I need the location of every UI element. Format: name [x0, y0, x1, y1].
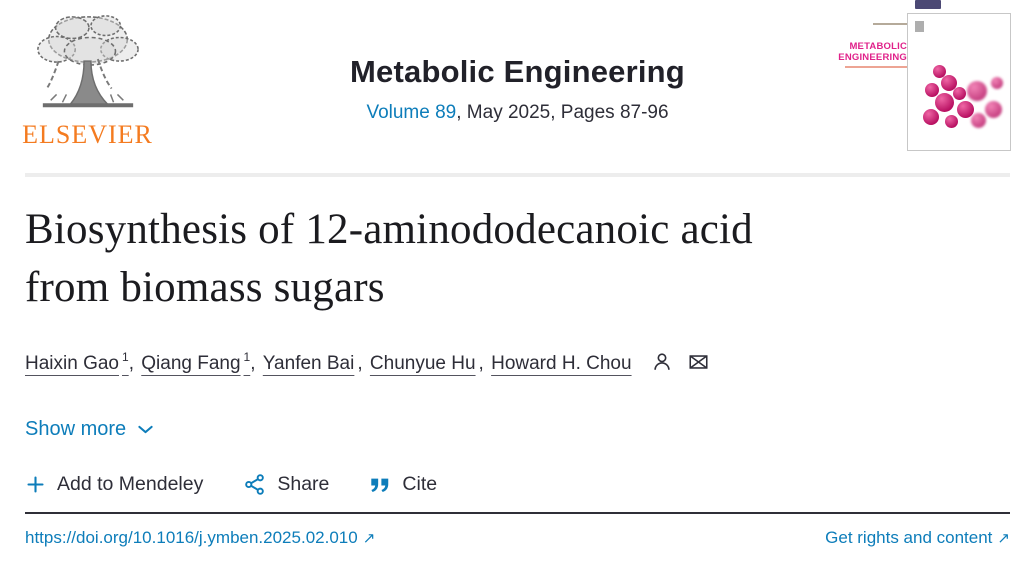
author: Yanfen Bai, — [263, 353, 370, 374]
author-name: Haixin Gao — [25, 352, 119, 374]
author-name: Yanfen Bai — [262, 352, 355, 374]
plus-icon — [27, 476, 44, 493]
volume-issue-line: Volume 89, May 2025, Pages 87-96 — [350, 102, 685, 124]
author: Haixin Gao 1, — [25, 350, 141, 374]
author-email-button[interactable] — [687, 351, 710, 376]
author-separator: , — [478, 352, 490, 374]
rights-and-content-link[interactable]: Get rights and content ↗ — [825, 528, 1010, 548]
issue-details: , May 2025, Pages 87-96 — [456, 102, 669, 123]
volume-link[interactable]: Volume 89 — [366, 102, 457, 123]
footer-divider — [25, 512, 1010, 515]
add-to-mendeley-label: Add to Mendeley — [57, 473, 204, 496]
cite-quote-icon — [371, 478, 389, 492]
author: Howard H. Chou — [491, 353, 636, 374]
share-button[interactable]: Share — [243, 473, 329, 496]
author-link[interactable]: Yanfen Bai — [263, 353, 358, 374]
author-link[interactable]: Haixin Gao 1 — [25, 350, 129, 374]
header-divider — [25, 173, 1010, 177]
journal-title-link[interactable]: Metabolic Engineering — [350, 54, 685, 89]
external-link-icon: ↗ — [997, 530, 1010, 548]
elsevier-tree-icon — [36, 15, 139, 108]
author-link[interactable]: Howard H. Chou — [491, 353, 634, 374]
doi-text: https://doi.org/10.1016/j.ymben.2025.02.… — [25, 528, 358, 548]
elsevier-wordmark: ELSEVIER — [22, 120, 153, 149]
author-separator: , — [250, 352, 261, 374]
author-separator: , — [357, 352, 368, 374]
author-affiliation-superscript: 1 — [243, 350, 251, 365]
author-link[interactable]: Qiang Fang 1 — [141, 350, 251, 374]
journal-banner: ELSEVIER Metabolic Engineering Volume 89… — [0, 0, 1035, 173]
chevron-down-icon — [138, 425, 153, 434]
article-header: Biosynthesis of 12-aminododecanoic acid … — [0, 201, 1035, 496]
author-separator: , — [128, 352, 140, 374]
author-name: Howard H. Chou — [491, 352, 632, 374]
author: Qiang Fang 1, — [141, 350, 263, 374]
elsevier-logo[interactable]: ELSEVIER — [20, 10, 155, 150]
author-list: Haixin Gao 1, Qiang Fang 1, Yanfen Bai, Ch… — [25, 348, 1010, 378]
cite-button[interactable]: Cite — [369, 473, 437, 496]
article-actions: Add to Mendeley Share Cite — [25, 473, 1010, 496]
show-more-label: Show more — [25, 418, 127, 441]
rights-text: Get rights and content — [825, 528, 993, 548]
corresponding-author-button[interactable] — [651, 351, 673, 376]
journal-cover-thumbnail[interactable]: METABOLIC ENGINEERING — [838, 0, 1011, 151]
external-link-icon: ↗ — [362, 530, 376, 548]
article-footer: https://doi.org/10.1016/j.ymben.2025.02.… — [0, 514, 1035, 548]
cite-label: Cite — [402, 473, 438, 496]
add-to-mendeley-button[interactable]: Add to Mendeley — [25, 473, 203, 496]
person-icon — [654, 352, 670, 370]
envelope-icon — [689, 354, 708, 369]
show-more-button[interactable]: Show more — [25, 418, 156, 441]
author-affiliation-superscript: 1 — [122, 350, 129, 365]
share-icon — [245, 474, 265, 495]
doi-link[interactable]: https://doi.org/10.1016/j.ymben.2025.02.… — [25, 528, 375, 548]
author-name: Chunyue Hu — [369, 352, 476, 374]
author: Chunyue Hu, — [370, 353, 491, 374]
share-label: Share — [277, 473, 330, 496]
author-link[interactable]: Chunyue Hu — [370, 353, 479, 374]
article-title: Biosynthesis of 12-aminododecanoic acid … — [25, 206, 753, 311]
author-name: Qiang Fang — [141, 352, 241, 374]
